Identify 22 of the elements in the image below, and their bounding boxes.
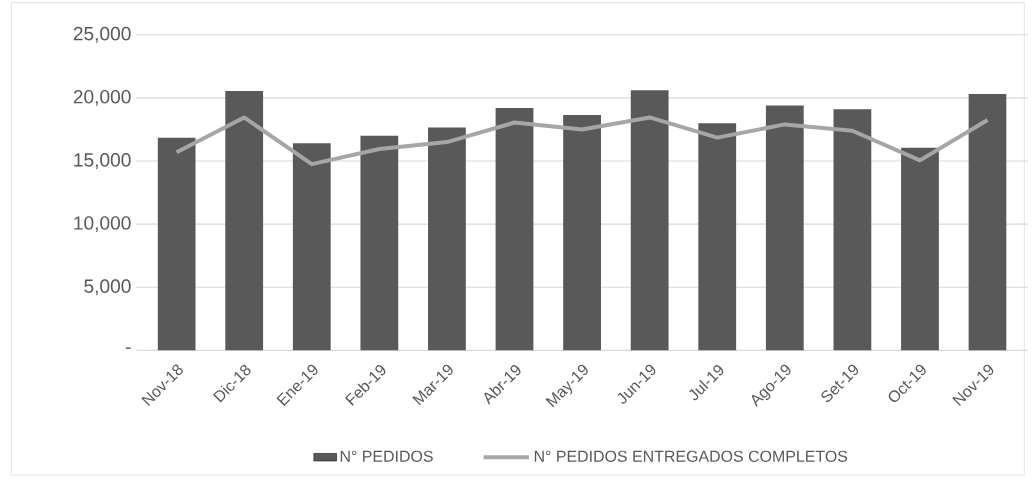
bar xyxy=(833,109,872,351)
legend-label: N° PEDIDOS ENTREGADOS COMPLETOS xyxy=(534,450,848,462)
y-tick-label: - xyxy=(125,347,131,350)
bar xyxy=(630,90,669,351)
legend-label: N° PEDIDOS xyxy=(340,450,433,462)
y-tick-label: 20,000 xyxy=(73,90,131,106)
bar xyxy=(765,105,804,351)
bar xyxy=(157,137,196,351)
bar xyxy=(495,108,534,351)
bar xyxy=(292,143,331,351)
bar xyxy=(901,147,939,351)
bar xyxy=(360,135,399,351)
y-tick-label: 25,000 xyxy=(73,26,131,43)
bar xyxy=(225,90,264,351)
bar xyxy=(428,127,466,351)
line-series xyxy=(174,115,990,167)
bar xyxy=(563,114,601,351)
y-tick-label: 5,000 xyxy=(84,279,131,296)
y-tick-label: 15,000 xyxy=(74,153,131,169)
bar xyxy=(968,94,1007,351)
y-tick-label: 10,000 xyxy=(74,216,131,233)
bar xyxy=(698,123,737,351)
